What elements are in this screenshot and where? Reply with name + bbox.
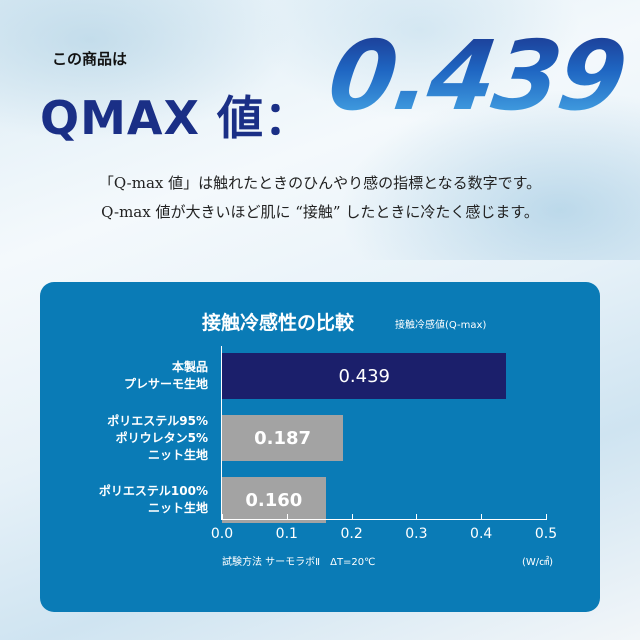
x-tick-label: 0.1 bbox=[275, 526, 298, 542]
bar-value-label: 0.439 bbox=[338, 365, 390, 387]
x-tick bbox=[416, 514, 418, 520]
x-tick bbox=[546, 514, 547, 520]
x-tick-label: 0.3 bbox=[405, 526, 428, 542]
qmax-label: QMAX 値： bbox=[40, 91, 311, 145]
x-tick-label: 0.0 bbox=[210, 526, 234, 542]
category-label-line: ポリエステル100% bbox=[98, 484, 208, 498]
x-tick-label: 0.5 bbox=[534, 526, 558, 542]
y-axis bbox=[221, 346, 222, 520]
category-label: ポリエステル100% ニット生地 bbox=[99, 483, 208, 517]
bar-value-label: 0.160 bbox=[245, 489, 303, 511]
description-line: 「Q-max 値」は触れたときのひんやり感の指標となる数字です。 bbox=[98, 174, 542, 192]
ice-background bbox=[0, 0, 640, 260]
chart-title: 接触冷感性の比較 bbox=[202, 312, 355, 334]
x-tick bbox=[222, 514, 223, 520]
category-label-line: 本製品 bbox=[171, 360, 208, 374]
category-label-line: ニット生地 bbox=[147, 501, 208, 515]
test-method-note: 試験方法 サーモラボⅡ ΔT=20℃ bbox=[222, 557, 376, 568]
category-label-line: プレサーモ生地 bbox=[123, 377, 208, 391]
category-label: ポリエステル95% ポリウレタン5% ニット生地 bbox=[107, 413, 208, 464]
chart-subtitle: 接触冷感値(Q-max) bbox=[395, 320, 487, 331]
bar-value-label: 0.187 bbox=[254, 427, 312, 449]
qmax-value: 0.439 bbox=[322, 20, 632, 132]
bar: 0.160 bbox=[222, 477, 326, 523]
category-label-line: ポリウレタン5% bbox=[115, 430, 208, 445]
category-label: 本製品プレサーモ生地 bbox=[124, 359, 208, 393]
bar: 0.187 bbox=[222, 415, 344, 461]
x-tick-label: 0.2 bbox=[340, 526, 363, 542]
x-tick bbox=[481, 514, 483, 520]
bar: 0.439 bbox=[222, 353, 507, 399]
description-line: Q-max 値が大きいほど肌に “接触” したときに冷たく感じます。 bbox=[101, 203, 539, 221]
lead-text: この商品は bbox=[52, 50, 128, 68]
x-axis bbox=[221, 519, 547, 520]
category-label-line: ニット生地 bbox=[147, 447, 208, 462]
x-tick bbox=[351, 514, 353, 520]
x-unit: (W/㎠) bbox=[522, 557, 554, 568]
category-label-line: ポリエステル95% bbox=[107, 413, 208, 428]
x-tick-label: 0.4 bbox=[470, 526, 493, 542]
x-tick bbox=[286, 514, 288, 520]
